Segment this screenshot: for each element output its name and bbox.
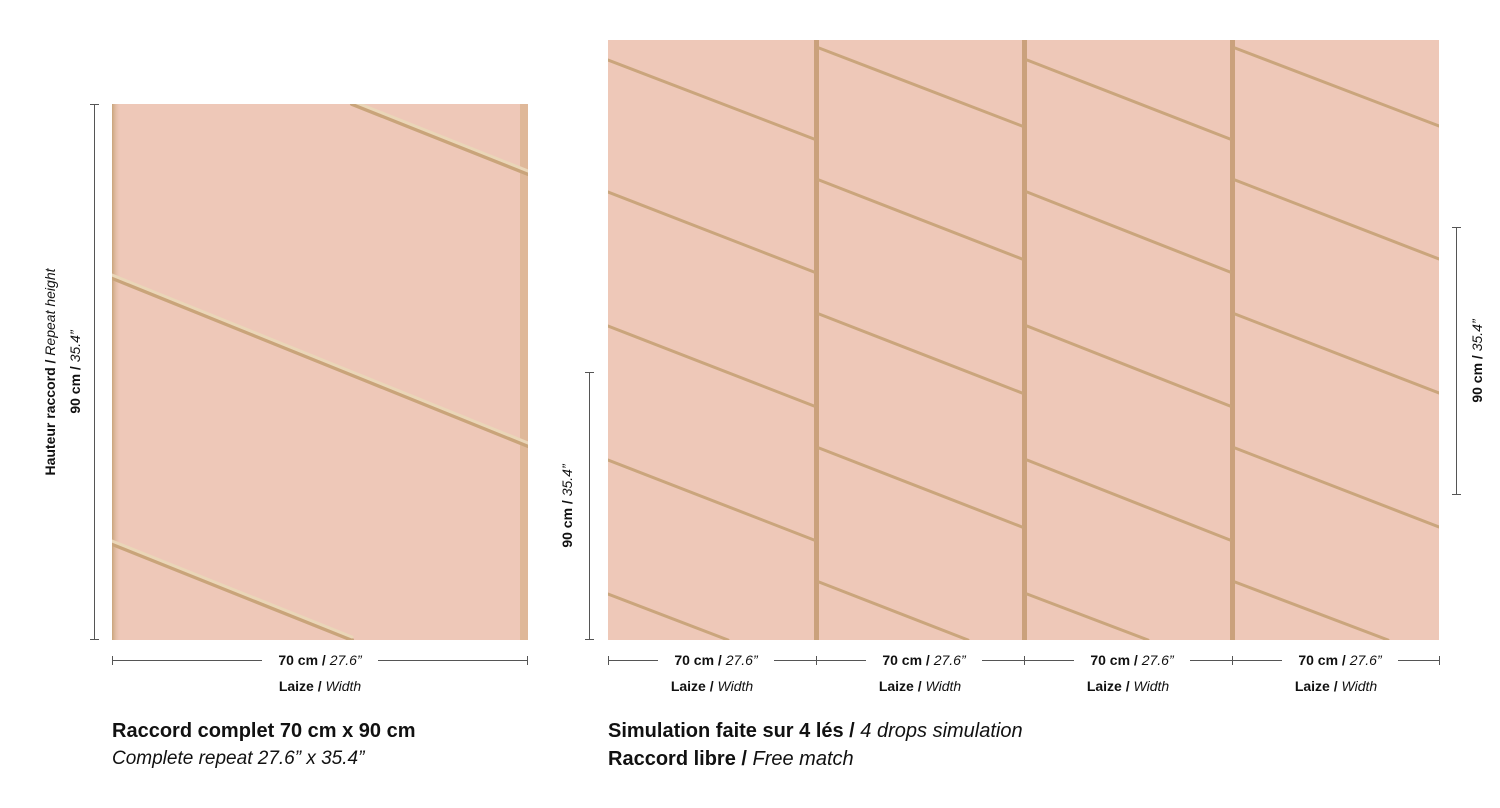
repeat-height-value: 90 cm / 35.4” xyxy=(67,330,83,414)
simulation-right-height-line xyxy=(1456,227,1457,495)
drop-width-label: Laize / Width xyxy=(878,678,962,694)
dimension-tick xyxy=(1452,494,1461,495)
dimension-tick xyxy=(112,656,113,665)
simulation-left-height-value: 90 cm / 35.4” xyxy=(559,464,575,548)
repeat-caption-en: Complete repeat 27.6” x 35.4” xyxy=(112,748,365,769)
repeat-width-value: 70 cm / 27.6” xyxy=(262,652,378,668)
dimension-tick xyxy=(608,656,609,665)
dimension-tick xyxy=(90,104,99,105)
simulation-caption: Simulation faite sur 4 lés / 4 drops sim… xyxy=(608,720,1023,742)
left-edge-seam xyxy=(112,104,121,640)
simulation-right-height-value: 90 cm / 35.4” xyxy=(1469,319,1485,403)
dimension-tick xyxy=(1024,656,1025,665)
repeat-sample-panel xyxy=(112,104,528,640)
dimension-tick xyxy=(527,656,528,665)
dimension-tick xyxy=(90,639,99,640)
simulation-stripes xyxy=(608,46,1439,640)
dimension-tick xyxy=(1452,227,1461,228)
drop-width-value: 70 cm / 27.6” xyxy=(1074,652,1190,668)
dimension-tick xyxy=(1232,656,1233,665)
diagonal-stripes xyxy=(112,104,528,640)
repeat-pattern xyxy=(112,104,528,640)
drop-width-label: Laize / Width xyxy=(670,678,754,694)
match-caption: Raccord libre / Free match xyxy=(608,748,854,770)
drop-width-value: 70 cm / 27.6” xyxy=(1282,652,1398,668)
dimension-tick xyxy=(816,656,817,665)
dimension-tick xyxy=(585,372,594,373)
simulation-left-height-line xyxy=(589,372,590,640)
repeat-caption-fr: Raccord complet 70 cm x 90 cm xyxy=(112,720,416,742)
drop-width-value: 70 cm / 27.6” xyxy=(866,652,982,668)
right-edge-seam xyxy=(520,104,528,640)
simulation-pattern xyxy=(608,40,1439,640)
repeat-width-label: Laize / Width xyxy=(278,678,362,694)
dimension-tick xyxy=(1439,656,1440,665)
dimension-tick xyxy=(585,639,594,640)
repeat-height-label: Hauteur raccord / Repeat height xyxy=(42,268,58,476)
drop-width-value: 70 cm / 27.6” xyxy=(658,652,774,668)
drop-width-label: Laize / Width xyxy=(1086,678,1170,694)
drop-width-label: Laize / Width xyxy=(1294,678,1378,694)
repeat-height-dimension-line xyxy=(94,104,95,640)
drops-simulation-panel xyxy=(608,40,1439,640)
drop-seams xyxy=(814,40,1235,640)
